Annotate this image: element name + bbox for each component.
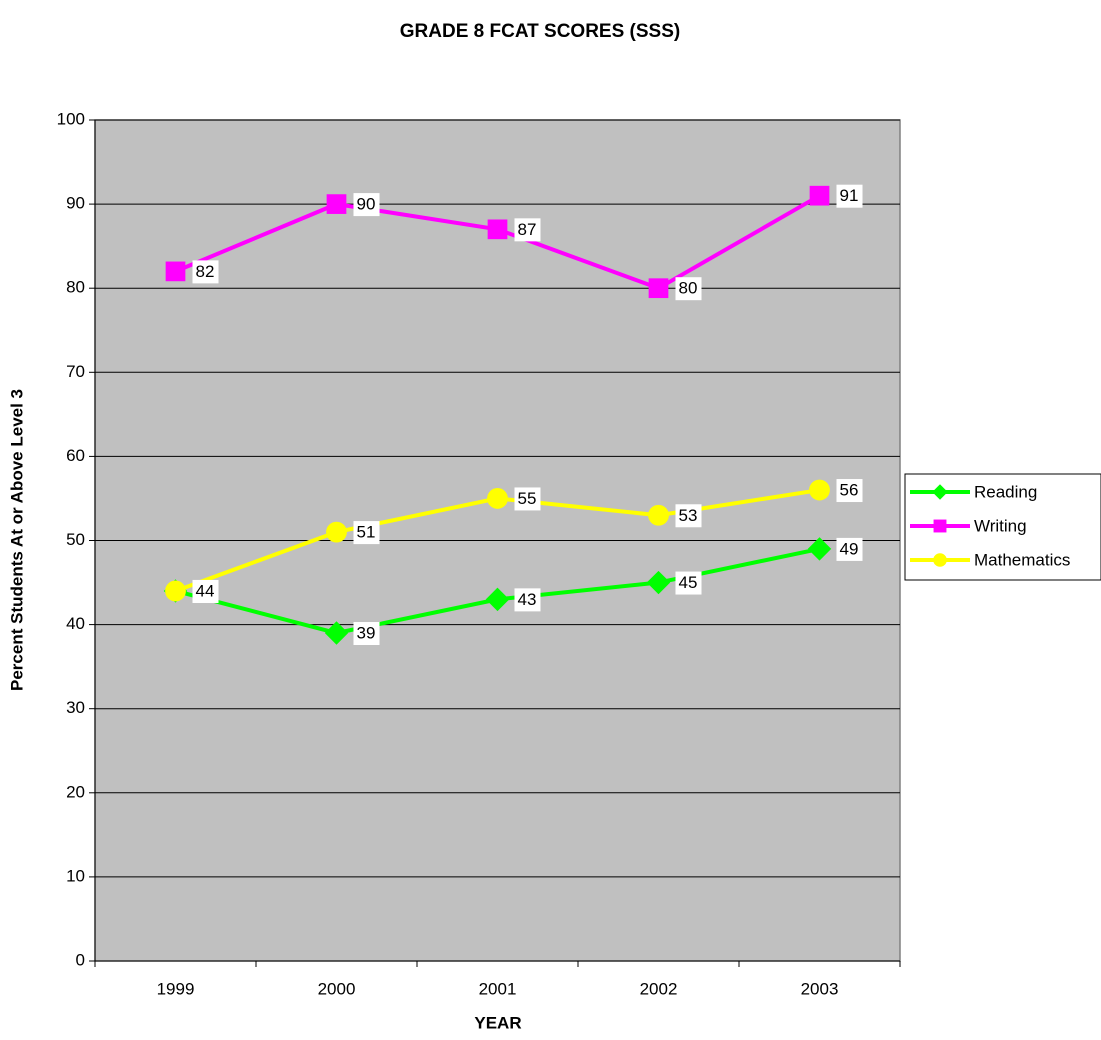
data-label-bg xyxy=(836,479,863,503)
marker xyxy=(324,621,349,645)
legend-label: Reading xyxy=(974,482,1037,501)
y-tick-label: 30 xyxy=(66,698,85,717)
data-label-bg xyxy=(192,579,219,603)
marker xyxy=(809,479,830,501)
data-label: 91 xyxy=(840,186,859,205)
data-label: 43 xyxy=(518,590,537,609)
y-tick-label: 60 xyxy=(66,446,85,465)
marker xyxy=(932,484,948,500)
legend-label: Mathematics xyxy=(974,550,1070,569)
x-tick-label: 1999 xyxy=(157,979,195,998)
legend-label: Writing xyxy=(974,516,1027,535)
data-label-bg xyxy=(675,277,702,301)
data-label-bg xyxy=(836,537,863,561)
y-tick-label: 20 xyxy=(66,782,85,801)
data-label: 53 xyxy=(679,506,698,525)
y-tick-label: 70 xyxy=(66,362,85,381)
data-label: 87 xyxy=(518,220,537,239)
y-tick-label: 10 xyxy=(66,866,85,885)
marker xyxy=(648,278,669,299)
y-axis-label: Percent Students At or Above Level 3 xyxy=(7,389,26,691)
chart-title: GRADE 8 FCAT SCORES (SSS) xyxy=(400,21,680,42)
data-label: 39 xyxy=(357,623,376,642)
data-label: 55 xyxy=(518,489,537,508)
data-label-bg xyxy=(675,504,702,528)
x-tick-label: 2000 xyxy=(318,979,356,998)
data-label-bg xyxy=(353,622,380,646)
data-label-bg xyxy=(514,588,541,612)
data-label-bg xyxy=(353,193,380,217)
x-axis-label: YEAR xyxy=(474,1013,521,1032)
data-label: 56 xyxy=(840,481,859,500)
marker xyxy=(807,537,832,561)
x-tick-label: 2001 xyxy=(479,979,517,998)
y-tick-label: 0 xyxy=(76,950,85,969)
y-tick-label: 40 xyxy=(66,614,85,633)
marker xyxy=(809,185,830,206)
x-tick-label: 2003 xyxy=(801,979,839,998)
marker xyxy=(326,194,347,214)
marker xyxy=(326,521,347,543)
y-tick-label: 80 xyxy=(66,278,85,297)
y-tick-label: 50 xyxy=(66,530,85,549)
x-tick-label: 2002 xyxy=(640,979,678,998)
y-tick-label: 90 xyxy=(66,194,85,213)
marker xyxy=(485,587,510,612)
marker xyxy=(646,570,671,595)
data-label-bg xyxy=(514,218,541,242)
data-label-bg xyxy=(514,487,541,511)
data-label: 90 xyxy=(357,195,376,214)
marker xyxy=(648,504,669,526)
data-label-bg xyxy=(192,260,219,284)
data-label: 44 xyxy=(196,581,215,600)
data-label: 80 xyxy=(679,279,698,298)
data-label-bg xyxy=(353,521,380,545)
data-label-bg xyxy=(675,571,702,595)
data-label: 82 xyxy=(196,262,215,281)
y-tick-label: 100 xyxy=(57,109,85,128)
marker xyxy=(165,261,186,282)
data-label-bg xyxy=(836,184,863,208)
marker xyxy=(933,553,947,567)
data-label: 45 xyxy=(679,573,698,592)
data-label: 49 xyxy=(840,539,859,558)
marker xyxy=(165,580,186,602)
marker xyxy=(933,519,947,533)
marker xyxy=(487,219,508,240)
marker xyxy=(487,488,508,509)
data-label: 51 xyxy=(357,523,376,542)
